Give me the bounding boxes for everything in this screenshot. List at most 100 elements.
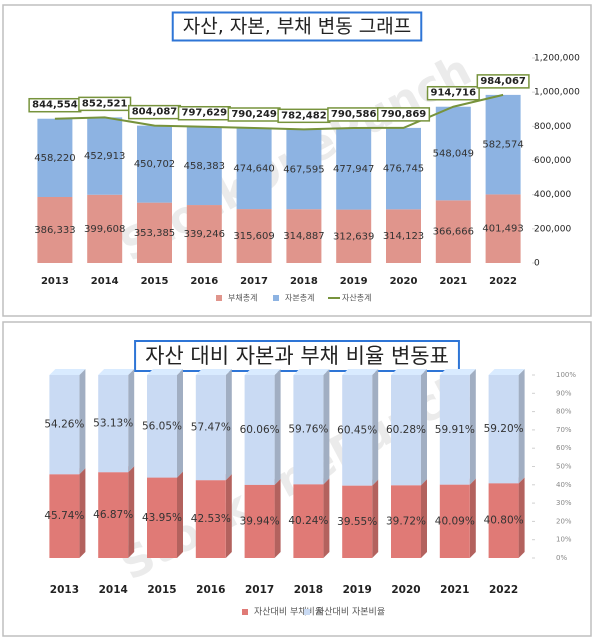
bar-segment bbox=[37, 118, 73, 198]
y-tick-label: 1,000,000 bbox=[534, 88, 580, 98]
bar bbox=[435, 200, 471, 263]
value-label: 40.24% bbox=[288, 515, 328, 527]
x-tick-label: 2022 bbox=[489, 276, 517, 287]
value-label: 984,067 bbox=[480, 76, 526, 87]
value-label: 582,574 bbox=[482, 140, 523, 151]
bar-segment bbox=[336, 127, 372, 210]
bar bbox=[286, 209, 322, 263]
bar-top bbox=[293, 369, 330, 375]
bar-segment bbox=[435, 200, 471, 263]
value-label-box bbox=[426, 85, 480, 101]
value-label-box bbox=[476, 74, 530, 89]
value-label: 914,716 bbox=[431, 88, 477, 99]
bar-side bbox=[518, 369, 525, 484]
value-label: 782,482 bbox=[281, 110, 327, 121]
value-label: 315,609 bbox=[233, 231, 274, 242]
bar bbox=[391, 485, 421, 558]
bar-side bbox=[372, 369, 379, 486]
bar-top bbox=[488, 369, 525, 375]
bar-segment bbox=[244, 369, 281, 485]
bar-segment bbox=[37, 197, 73, 263]
bar bbox=[435, 106, 471, 201]
bar-side bbox=[128, 369, 135, 473]
x-tick-label: 2015 bbox=[141, 276, 169, 287]
bar bbox=[286, 129, 322, 210]
y-tick-label: 1,200,000 bbox=[534, 54, 580, 64]
value-label: 844,554 bbox=[32, 100, 78, 111]
value-label: 804,087 bbox=[132, 107, 178, 118]
bar bbox=[386, 127, 421, 210]
y-tick-label: 50% bbox=[556, 463, 572, 471]
bar bbox=[439, 375, 470, 485]
y-tick-label: 400,000 bbox=[534, 190, 571, 200]
y-tick-label: 200,000 bbox=[534, 224, 571, 234]
value-label: 53.13% bbox=[93, 418, 133, 430]
bar bbox=[336, 127, 372, 210]
legend-label: 자산대비 자본비율 bbox=[316, 607, 385, 618]
bar-side bbox=[372, 479, 379, 558]
bar-side bbox=[177, 369, 183, 478]
bar-segment bbox=[336, 209, 372, 263]
bar bbox=[488, 483, 519, 558]
value-label: 59.76% bbox=[288, 424, 328, 436]
bar-segment bbox=[236, 209, 272, 263]
bar-segment bbox=[293, 478, 330, 558]
value-label: 401,493 bbox=[482, 224, 523, 235]
bar bbox=[137, 125, 172, 203]
bar-segment bbox=[485, 94, 521, 195]
bar-segment bbox=[386, 209, 421, 263]
value-label: 45.74% bbox=[44, 510, 84, 522]
value-label: 450,702 bbox=[134, 159, 175, 170]
bar-side bbox=[323, 478, 330, 558]
bar-segment bbox=[293, 369, 330, 485]
x-tick-label: 2013 bbox=[41, 276, 69, 287]
x-tick-label: 2019 bbox=[343, 584, 372, 596]
value-label: 458,220 bbox=[34, 153, 75, 164]
value-label: 797,629 bbox=[182, 108, 228, 119]
bar-segment bbox=[195, 369, 232, 481]
y-tick-label: 80% bbox=[556, 408, 572, 416]
bar bbox=[37, 118, 73, 198]
bar-side bbox=[518, 477, 525, 558]
bar-top bbox=[147, 369, 183, 375]
bar-top bbox=[195, 369, 232, 375]
value-label: 60.28% bbox=[386, 424, 426, 436]
bar-side bbox=[421, 479, 427, 558]
value-label: 57.47% bbox=[191, 422, 231, 434]
legend-label: 자본총계 bbox=[285, 293, 314, 303]
x-tick-label: 2016 bbox=[196, 584, 225, 596]
bar-segment bbox=[147, 369, 183, 478]
x-tick-label: 2020 bbox=[391, 584, 420, 596]
y-tick-label: 30% bbox=[556, 499, 572, 507]
bar-side bbox=[79, 468, 86, 558]
bar bbox=[147, 375, 177, 478]
bar bbox=[236, 127, 272, 210]
legend-label: 부채총계 bbox=[228, 293, 257, 303]
bar-segment bbox=[49, 369, 86, 475]
bar-segment bbox=[236, 127, 272, 210]
bar-top bbox=[342, 369, 379, 375]
bar-segment bbox=[186, 205, 222, 263]
value-label-box bbox=[376, 107, 431, 122]
value-label: 339,246 bbox=[184, 229, 225, 240]
bar bbox=[439, 484, 470, 558]
x-tick-label: 2021 bbox=[440, 584, 469, 596]
value-label: 366,666 bbox=[433, 227, 474, 238]
y-tick-label: 100% bbox=[556, 371, 576, 379]
bar bbox=[49, 375, 80, 475]
bar-side bbox=[274, 369, 281, 485]
bar bbox=[37, 197, 73, 263]
x-tick-label: 2018 bbox=[290, 276, 318, 287]
bar-side bbox=[128, 466, 135, 558]
bar-top bbox=[391, 369, 427, 375]
legend-label: 자산총계 bbox=[342, 293, 371, 303]
bar-segment bbox=[87, 194, 123, 263]
bar-segment bbox=[342, 369, 379, 486]
bar-segment bbox=[386, 127, 421, 210]
y-tick-label: 90% bbox=[556, 389, 572, 397]
y-tick-label: 800,000 bbox=[534, 122, 571, 132]
bar bbox=[147, 477, 177, 558]
bar-segment bbox=[435, 106, 471, 201]
x-tick-label: 2020 bbox=[390, 276, 418, 287]
bar-side bbox=[177, 471, 183, 558]
